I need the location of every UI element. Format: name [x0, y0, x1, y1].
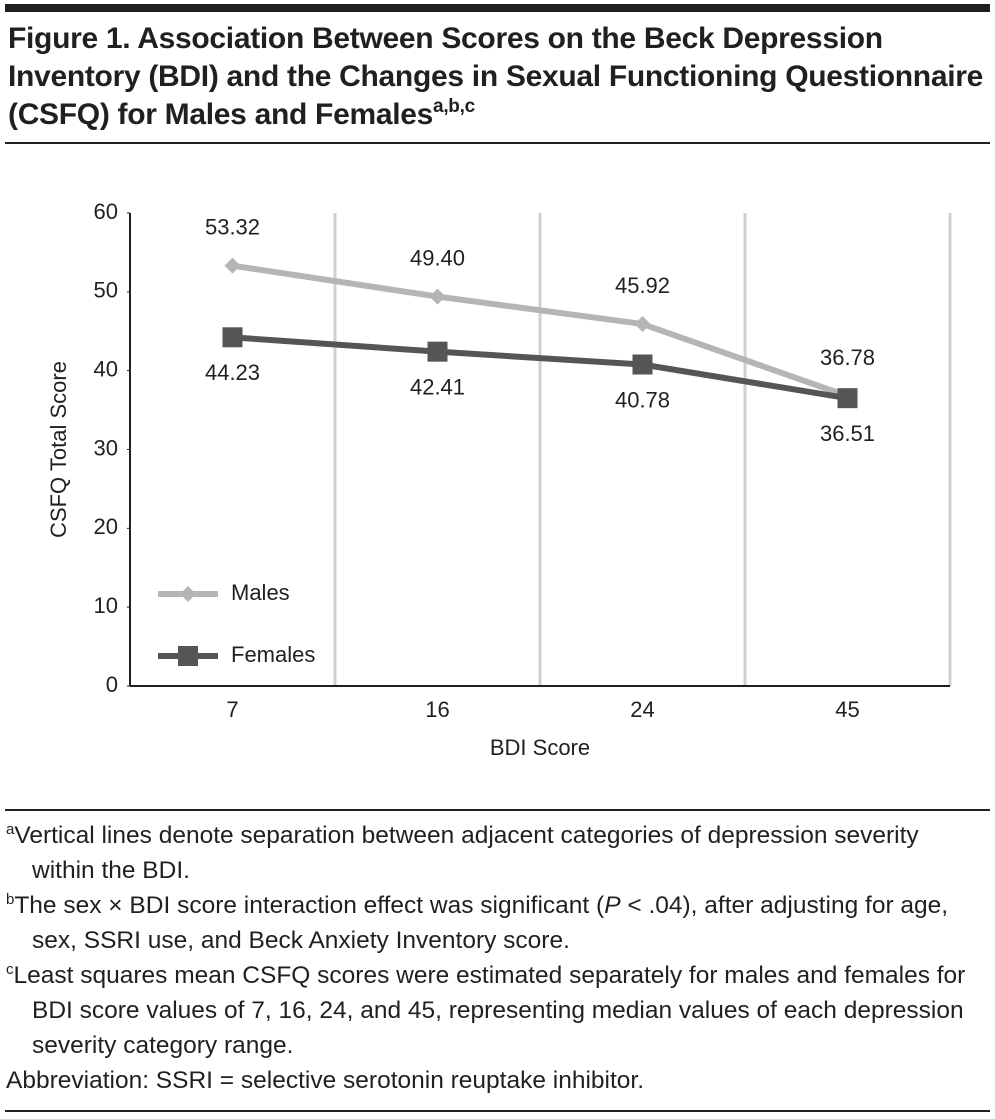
- title-rule: [5, 142, 990, 144]
- data-label: 45.92: [615, 273, 670, 298]
- top-bar: [5, 4, 990, 12]
- y-tick-label: 10: [94, 593, 118, 618]
- data-label: 36.78: [820, 345, 875, 370]
- y-tick-label: 60: [94, 199, 118, 224]
- x-axis-label: BDI Score: [490, 735, 590, 760]
- y-axis-label: CSFQ Total Score: [46, 361, 71, 538]
- notes-rule: [5, 809, 990, 811]
- legend-marker: [178, 646, 198, 666]
- series-line: [232, 262, 849, 399]
- footnote-marker: c: [6, 961, 14, 978]
- footnote: cLeast squares mean CSFQ scores were est…: [6, 958, 988, 1063]
- x-tick-label: 16: [425, 697, 449, 722]
- y-tick-label: 20: [94, 514, 118, 539]
- data-label: 36.51: [820, 421, 875, 446]
- footnote-text: Least squares mean CSFQ scores were esti…: [13, 962, 966, 1059]
- footnotes: aVertical lines denote separation betwee…: [6, 818, 988, 1098]
- y-tick-label: 40: [94, 356, 118, 381]
- footnote-text: The sex × BDI score interaction effect w…: [14, 892, 605, 919]
- y-tick-label: 30: [94, 435, 118, 460]
- marker: [224, 257, 241, 274]
- footnote: bThe sex × BDI score interaction effect …: [6, 888, 988, 958]
- footnote-text: Vertical lines denote separation between…: [14, 822, 919, 884]
- legend-label: Females: [231, 642, 315, 667]
- legend-marker: [180, 586, 196, 602]
- x-tick-label: 7: [226, 697, 238, 722]
- marker: [429, 288, 446, 305]
- data-label: 49.40: [410, 245, 465, 270]
- marker: [222, 327, 243, 348]
- x-tick-label: 45: [835, 697, 859, 722]
- data-label: 42.41: [410, 374, 465, 399]
- figure-title: Figure 1. Association Between Scores on …: [8, 20, 988, 134]
- bottom-rule: [5, 1110, 990, 1112]
- data-label: 44.23: [205, 360, 260, 385]
- footnote: aVertical lines denote separation betwee…: [6, 818, 988, 888]
- footnote-text: < .04), after adjusting for age, sex, SS…: [32, 892, 949, 954]
- data-label: 53.32: [205, 214, 260, 239]
- series-line: [232, 334, 848, 402]
- abbreviation: Abbreviation: SSRI = selective serotonin…: [6, 1067, 645, 1094]
- marker: [837, 388, 858, 409]
- data-label: 40.78: [615, 387, 670, 412]
- chart: 0 10 20 30 40 50 60 7 16 24 45 BDI Score CSFQ Total …: [46, 199, 952, 760]
- footnote-italic: P: [604, 892, 621, 919]
- marker: [427, 341, 448, 362]
- footnote-marker: a: [6, 821, 15, 838]
- footnote-marker: b: [6, 891, 15, 908]
- x-tick-label: 24: [630, 697, 654, 722]
- marker: [634, 315, 651, 332]
- title-superscript: a,b,c: [433, 96, 475, 117]
- marker: [632, 354, 653, 375]
- title-text: Figure 1. Association Between Scores on …: [8, 22, 983, 131]
- legend-label: Males: [231, 580, 290, 605]
- y-tick-label: 0: [106, 672, 118, 697]
- y-tick-label: 50: [94, 278, 118, 303]
